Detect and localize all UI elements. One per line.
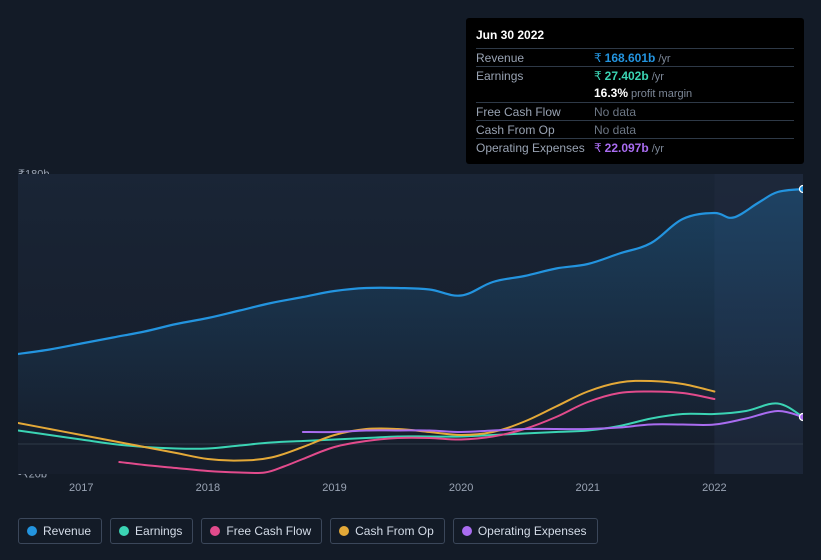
tooltip-value: No data (594, 123, 636, 137)
legend-label: Earnings (135, 524, 182, 538)
x-axis-tick: 2021 (576, 482, 600, 494)
tooltip-value: ₹27.402b /yr (594, 69, 664, 83)
tooltip-row: Free Cash FlowNo data (476, 102, 794, 120)
tooltip-row-extra: 16.3% profit margin (476, 84, 794, 102)
legend-item-cash-from-op[interactable]: Cash From Op (330, 518, 445, 544)
legend-dot-icon (210, 526, 220, 536)
x-axis-tick: 2017 (69, 482, 93, 494)
tooltip-row: Revenue₹168.601b /yr (476, 48, 794, 66)
tooltip-label: Cash From Op (476, 123, 594, 137)
legend-label: Operating Expenses (478, 524, 587, 538)
legend-dot-icon (27, 526, 37, 536)
tooltip-row: Earnings₹27.402b /yr (476, 66, 794, 84)
tooltip-label: Operating Expenses (476, 141, 594, 155)
legend-dot-icon (462, 526, 472, 536)
tooltip-row: Operating Expenses₹22.097b /yr (476, 138, 794, 156)
tooltip-value: ₹168.601b /yr (594, 51, 671, 65)
chart-tooltip: Jun 30 2022 Revenue₹168.601b /yrEarnings… (466, 18, 804, 164)
tooltip-value: No data (594, 105, 636, 119)
legend-dot-icon (339, 526, 349, 536)
legend-label: Cash From Op (355, 524, 434, 538)
x-axis-tick: 2022 (702, 482, 726, 494)
legend-item-earnings[interactable]: Earnings (110, 518, 193, 544)
tooltip-label: Earnings (476, 69, 594, 83)
tooltip-date: Jun 30 2022 (476, 24, 794, 48)
x-axis-tick: 2020 (449, 482, 473, 494)
legend-label: Free Cash Flow (226, 524, 311, 538)
tooltip-label: Revenue (476, 51, 594, 65)
legend-item-operating-expenses[interactable]: Operating Expenses (453, 518, 598, 544)
legend-item-free-cash-flow[interactable]: Free Cash Flow (201, 518, 322, 544)
tooltip-row: Cash From OpNo data (476, 120, 794, 138)
financial-chart: ₹180b₹0-₹20b 201720182019202020212022 (18, 158, 803, 498)
x-axis-tick: 2019 (322, 482, 346, 494)
x-axis-tick: 2018 (196, 482, 220, 494)
legend-item-revenue[interactable]: Revenue (18, 518, 102, 544)
tooltip-label: Free Cash Flow (476, 105, 594, 119)
legend-dot-icon (119, 526, 129, 536)
chart-legend: Revenue Earnings Free Cash Flow Cash From O… (18, 518, 598, 544)
legend-label: Revenue (43, 524, 91, 538)
tooltip-value: ₹22.097b /yr (594, 141, 664, 155)
